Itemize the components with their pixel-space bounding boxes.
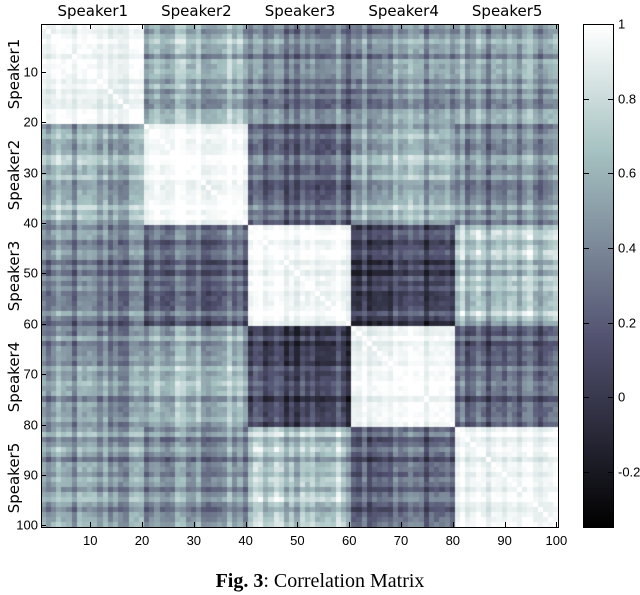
colorbar-tick-mark <box>608 322 614 324</box>
x-tick-mark <box>245 522 247 527</box>
colorbar-tick-mark <box>608 397 614 399</box>
y-tick-label: 10 <box>23 64 38 80</box>
x-tick-mark <box>504 522 506 527</box>
y-tick-mark <box>41 223 46 225</box>
figure-caption: Fig. 3: Correlation Matrix <box>0 570 640 593</box>
y-tick-mark <box>41 525 46 527</box>
y-tick-mark <box>41 374 46 376</box>
row-label-speaker4: Speaker4 <box>5 341 23 413</box>
x-tick-label: 80 <box>445 533 461 548</box>
colorbar-tick-label: 1 <box>618 16 626 32</box>
colorbar-tick-mark <box>583 98 589 100</box>
x-tick-mark-top <box>90 24 92 29</box>
colorbar-tick-mark <box>608 472 614 473</box>
y-tick-label: 90 <box>23 467 38 483</box>
x-tick-mark-top <box>349 24 351 29</box>
colorbar-tick-label: 0.2 <box>618 315 637 331</box>
colorbar-tick-mark <box>608 24 614 25</box>
y-tick-mark <box>41 172 46 174</box>
colorbar-tick-mark <box>608 248 614 249</box>
caption-text: : Correlation Matrix <box>263 570 425 592</box>
x-tick-mark-top <box>556 24 558 29</box>
x-tick-label: 90 <box>497 533 512 548</box>
x-tick-label: 40 <box>238 533 253 548</box>
y-tick-label: 100 <box>16 517 38 533</box>
x-tick-label: 100 <box>545 533 568 548</box>
column-label-speaker2: Speaker2 <box>161 2 232 20</box>
x-tick-mark <box>297 522 299 527</box>
x-tick-mark-top <box>401 24 402 29</box>
x-tick-mark-top <box>504 24 506 29</box>
colorbar-tick-mark <box>583 248 589 249</box>
x-tick-mark-top <box>452 24 454 29</box>
x-tick-label: 20 <box>134 533 150 548</box>
colorbar-tick-label: -0.2 <box>618 464 640 480</box>
x-tick-mark <box>349 522 351 527</box>
y-tick-label: 50 <box>23 265 38 281</box>
x-tick-mark-top <box>245 24 247 29</box>
y-tick-label: 30 <box>23 165 38 181</box>
x-tick-mark <box>142 522 143 527</box>
column-label-speaker1: Speaker1 <box>57 2 129 20</box>
y-tick-label: 60 <box>23 316 38 332</box>
x-tick-label: 30 <box>186 533 202 548</box>
colorbar-tick-label: 0.8 <box>618 91 637 107</box>
colorbar <box>583 24 614 528</box>
x-tick-mark-top <box>142 24 143 29</box>
y-tick-mark <box>41 273 46 275</box>
y-tick-label: 80 <box>23 417 38 433</box>
x-tick-mark-top <box>297 24 299 29</box>
x-tick-mark-top <box>193 24 195 29</box>
column-label-speaker3: Speaker3 <box>264 2 336 20</box>
y-tick-mark <box>41 323 46 325</box>
x-tick-label: 60 <box>341 533 357 548</box>
row-label-speaker3: Speaker3 <box>5 240 23 312</box>
column-label-speaker4: Speaker4 <box>368 2 439 20</box>
row-label-speaker1: Speaker1 <box>5 39 23 110</box>
x-tick-mark <box>556 522 558 527</box>
y-tick-mark <box>41 475 46 477</box>
colorbar-tick-mark <box>583 472 589 473</box>
row-label-speaker2: Speaker2 <box>5 139 23 211</box>
x-tick-mark <box>193 522 195 527</box>
column-label-speaker5: Speaker5 <box>471 2 543 20</box>
colorbar-tick-mark <box>583 397 589 399</box>
y-tick-mark <box>41 424 46 426</box>
y-tick-label: 20 <box>23 114 38 130</box>
colorbar-tick-label: 0.4 <box>618 240 637 256</box>
row-label-speaker5: Speaker5 <box>5 442 23 513</box>
x-tick-mark <box>90 522 92 527</box>
x-tick-label: 10 <box>82 533 98 548</box>
colorbar-tick-mark <box>608 173 614 175</box>
colorbar-tick-label: 0.6 <box>618 165 637 181</box>
correlation-heatmap <box>41 24 559 528</box>
x-tick-label: 50 <box>290 533 305 548</box>
x-tick-mark <box>401 522 402 527</box>
colorbar-tick-mark <box>583 322 589 324</box>
colorbar-tick-mark <box>583 24 589 25</box>
y-tick-mark <box>41 71 46 73</box>
x-tick-mark <box>452 522 454 527</box>
x-tick-label: 70 <box>393 533 409 548</box>
y-tick-mark <box>41 122 46 124</box>
colorbar-tick-label: 0 <box>618 389 626 405</box>
caption-label: Fig. 3 <box>215 570 264 592</box>
y-tick-label: 70 <box>23 366 38 382</box>
colorbar-tick-mark <box>583 173 589 175</box>
colorbar-tick-mark <box>608 98 614 100</box>
y-tick-label: 40 <box>23 215 38 231</box>
